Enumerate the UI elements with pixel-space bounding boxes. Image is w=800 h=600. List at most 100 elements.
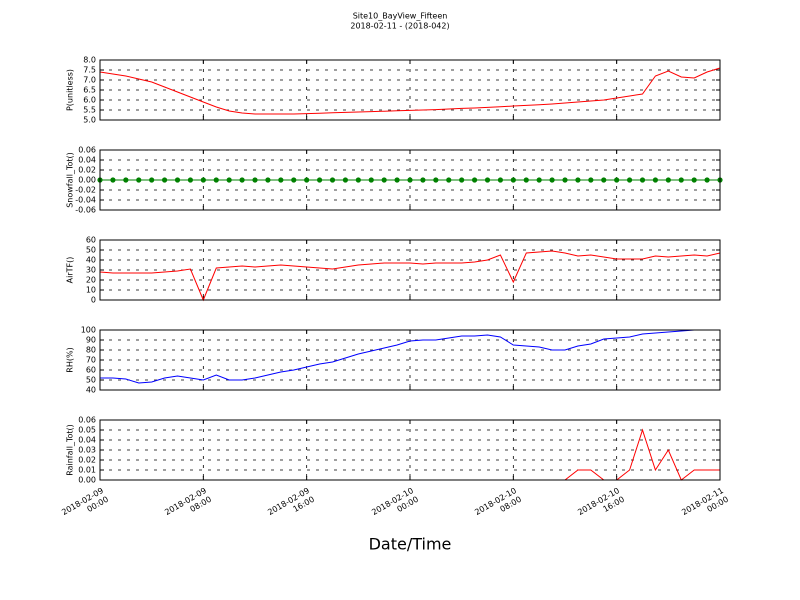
x-axis-label: Date/Time xyxy=(369,535,452,554)
data-marker xyxy=(329,177,336,183)
data-marker xyxy=(652,177,659,183)
y-tick-label: 7.0 xyxy=(83,76,96,85)
data-marker xyxy=(471,177,478,183)
y-tick-label: 0.01 xyxy=(78,466,96,475)
data-marker xyxy=(536,177,542,183)
y-tick-label: 50 xyxy=(86,246,96,255)
y-tick-label: 0.06 xyxy=(78,146,96,155)
y-tick-label: 60 xyxy=(86,366,96,375)
data-marker xyxy=(355,177,361,183)
y-tick-label: -0.02 xyxy=(75,186,96,195)
data-marker xyxy=(562,177,568,183)
data-marker xyxy=(342,177,349,183)
data-marker xyxy=(304,177,310,183)
y-tick-label: 0.03 xyxy=(78,446,96,455)
y-tick-label: 80 xyxy=(86,346,96,355)
data-marker xyxy=(252,177,258,183)
data-marker xyxy=(368,177,374,183)
y-tick-label: 0.04 xyxy=(78,156,96,165)
plot-frame xyxy=(99,239,721,301)
y-tick-label: 5.0 xyxy=(83,116,96,125)
y-tick-label: 0.02 xyxy=(78,456,96,465)
data-marker xyxy=(200,177,206,183)
data-marker xyxy=(213,177,219,183)
y-tick-label: 20 xyxy=(86,276,96,285)
y-tick-label: 6.5 xyxy=(83,86,96,95)
chart-subtitle: 2018-02-11 - (2018-042) xyxy=(350,22,449,31)
data-marker xyxy=(291,177,297,183)
y-tick-label: 100 xyxy=(81,326,96,335)
y-axis-label: P(unitless) xyxy=(66,69,75,111)
data-marker xyxy=(265,177,271,183)
data-marker xyxy=(316,177,323,183)
y-tick-label: 10 xyxy=(86,286,96,295)
data-marker xyxy=(665,177,671,183)
y-tick-label: 50 xyxy=(86,376,96,385)
data-marker xyxy=(588,177,594,183)
plot-frame xyxy=(99,59,721,121)
data-marker xyxy=(549,177,555,183)
data-marker xyxy=(523,177,529,183)
y-tick-label: 5.5 xyxy=(83,106,96,115)
data-marker xyxy=(691,177,697,183)
data-marker xyxy=(575,177,581,183)
y-tick-label: -0.06 xyxy=(75,206,96,215)
y-axis-label: RH(%) xyxy=(66,347,75,372)
y-tick-label: 90 xyxy=(86,336,96,345)
y-tick-label: 0.02 xyxy=(78,166,96,175)
plot-frame xyxy=(99,419,721,481)
y-tick-label: 0.05 xyxy=(78,426,96,435)
data-marker xyxy=(394,177,400,183)
data-marker xyxy=(678,177,684,183)
data-marker xyxy=(484,177,491,183)
y-tick-label: 7.5 xyxy=(83,66,96,75)
data-marker xyxy=(639,177,646,183)
y-tick-label: 8.0 xyxy=(83,56,96,65)
y-tick-label: 0 xyxy=(91,296,96,305)
y-tick-label: 0.00 xyxy=(78,476,96,485)
y-tick-label: 60 xyxy=(86,236,96,245)
plot-frame xyxy=(99,149,721,211)
data-marker xyxy=(136,177,142,183)
data-line xyxy=(100,329,720,384)
data-line xyxy=(99,67,721,115)
data-marker xyxy=(433,177,439,183)
data-marker xyxy=(407,177,413,183)
data-marker xyxy=(226,177,232,183)
plot-frame xyxy=(99,329,721,391)
y-tick-label: 0.06 xyxy=(78,416,96,425)
data-marker xyxy=(446,177,452,183)
data-line xyxy=(100,428,720,481)
data-marker xyxy=(149,177,155,183)
data-marker xyxy=(601,177,607,183)
data-marker xyxy=(187,177,194,183)
y-tick-label: 6.0 xyxy=(83,96,96,105)
y-tick-label: 40 xyxy=(86,386,96,395)
data-marker xyxy=(239,177,245,183)
y-tick-label: 40 xyxy=(86,256,96,265)
y-tick-label: 0.00 xyxy=(78,176,96,185)
data-marker xyxy=(704,177,710,183)
data-marker xyxy=(278,177,284,183)
y-tick-label: 30 xyxy=(86,266,96,275)
y-axis-label: Snowfall_Tot() xyxy=(66,152,75,208)
data-marker xyxy=(497,177,504,183)
data-marker xyxy=(381,177,387,183)
data-marker xyxy=(420,177,426,183)
y-tick-label: 70 xyxy=(86,356,96,365)
data-marker xyxy=(174,177,181,183)
y-axis-label: Rainfall_Tot() xyxy=(66,424,75,476)
data-marker xyxy=(510,177,516,183)
y-tick-label: -0.04 xyxy=(75,196,96,205)
data-marker xyxy=(614,177,620,183)
y-tick-label: 0.04 xyxy=(78,436,96,445)
y-axis-label: AirTF() xyxy=(66,257,75,284)
data-marker xyxy=(123,177,129,183)
data-marker xyxy=(161,177,168,183)
chart-title: Site10_BayView_Fifteen xyxy=(353,12,448,21)
data-marker xyxy=(110,177,116,183)
data-marker xyxy=(459,177,465,183)
data-marker xyxy=(626,177,633,183)
